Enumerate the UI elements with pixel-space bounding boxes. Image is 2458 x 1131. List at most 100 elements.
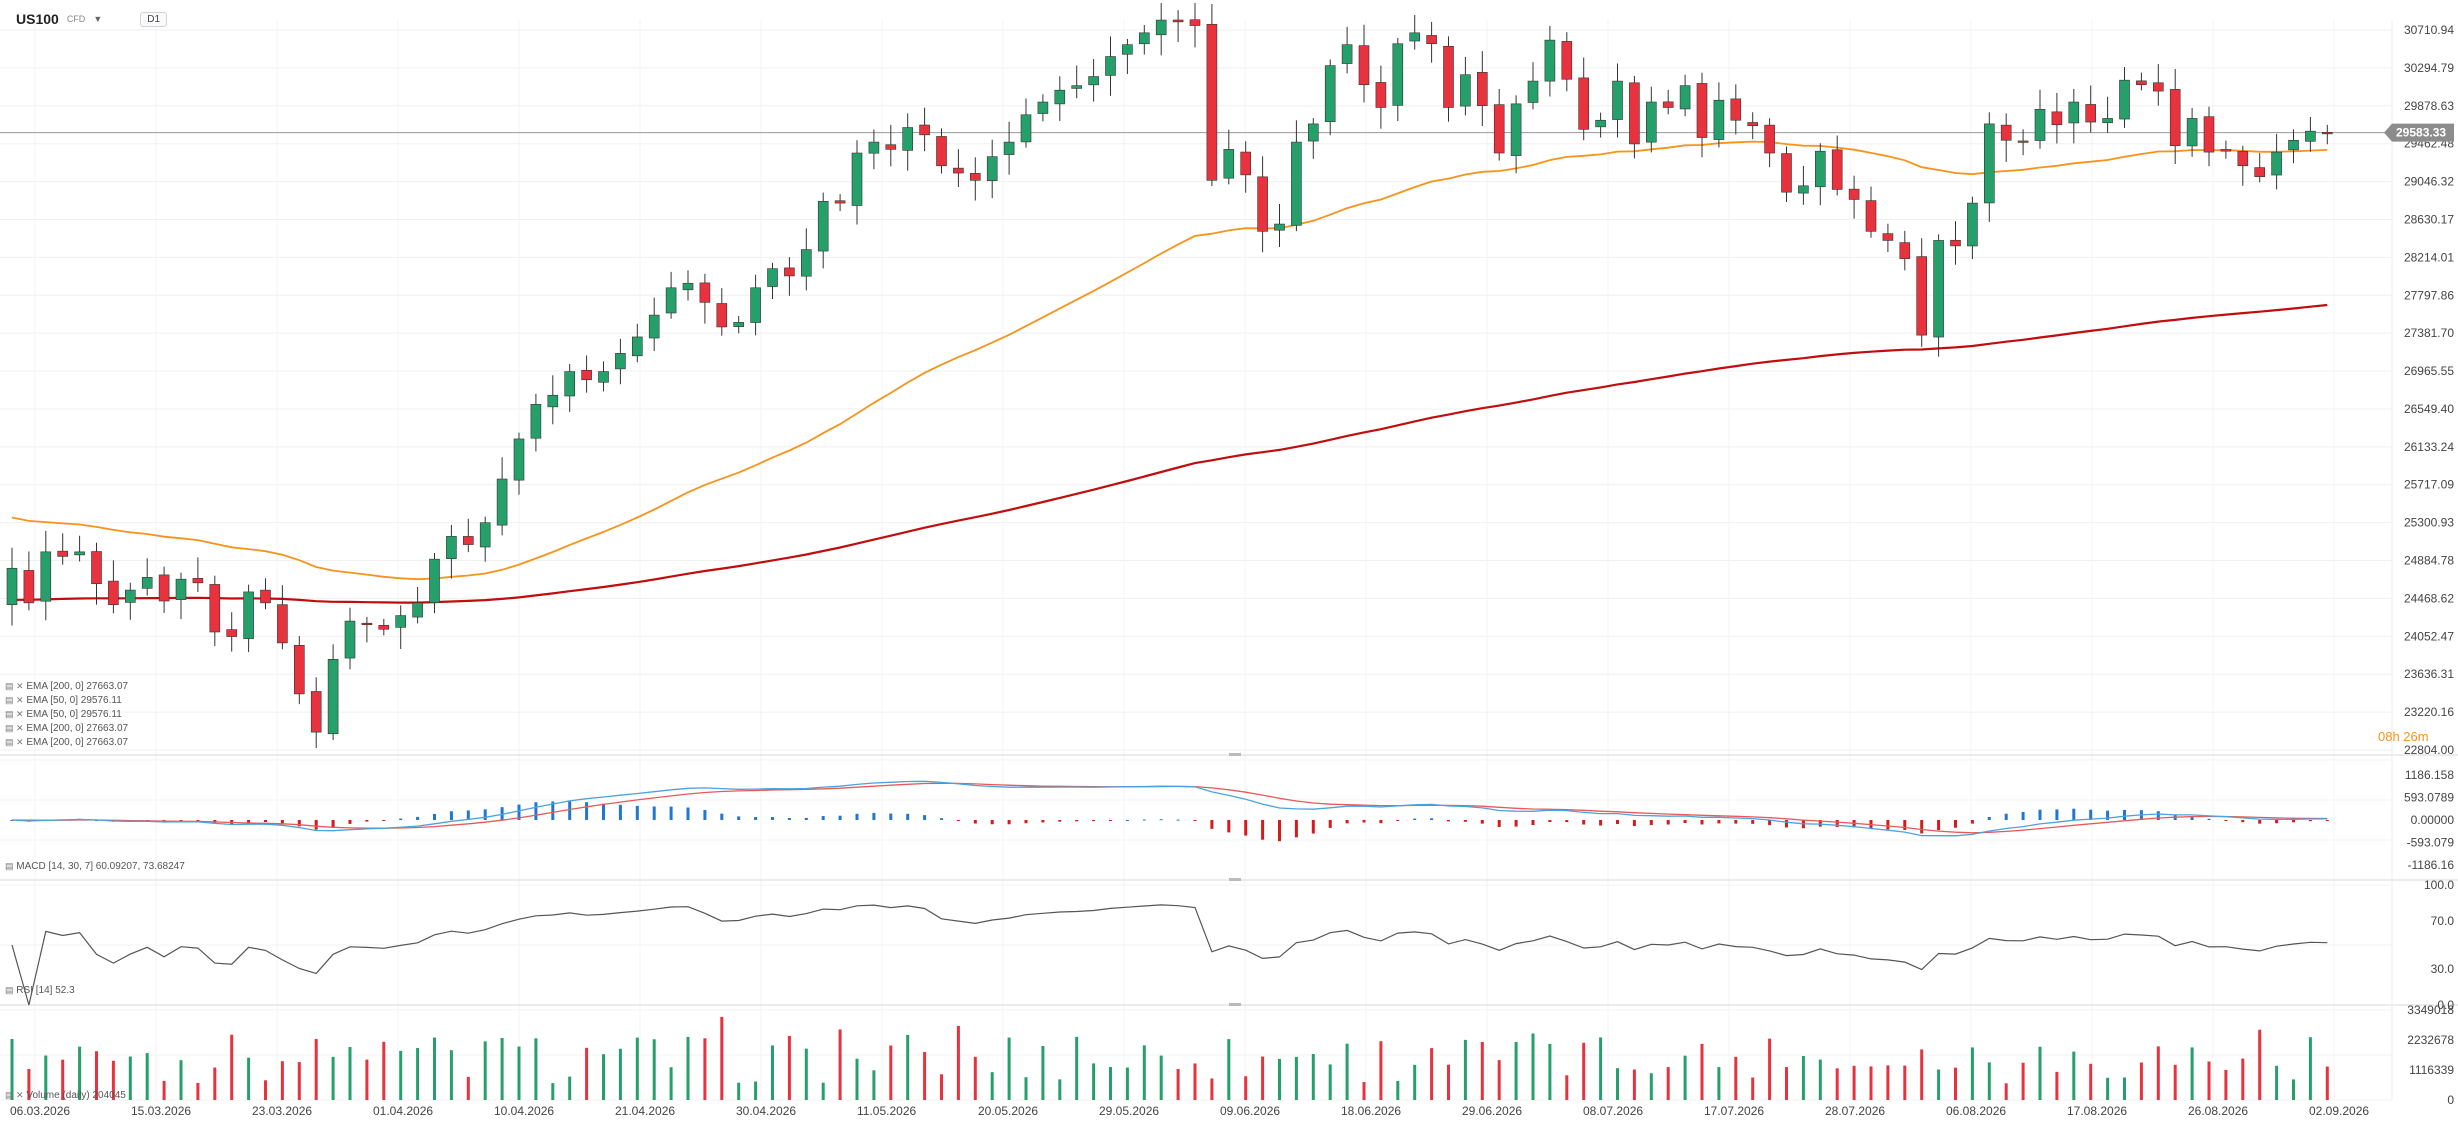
bear-candle [953,167,964,174]
volume-bar [1717,1067,1721,1100]
bull-candle [429,558,440,603]
macd-tick-label: 593.0789 [2404,791,2454,805]
volume-bar [1278,1058,1281,1100]
volume-tick-label: 1116339 [2409,1063,2454,1077]
bull-candle [1798,185,1809,194]
time-tick-label: 02.09.2026 [2309,1104,2369,1118]
legend-ema-3[interactable]: ▤ ✕ EMA [50, 0] 29576.11 [5,709,122,720]
macd-histogram-bar [838,815,842,820]
macd-histogram-bar [297,820,301,827]
indicator-settings-icon[interactable]: ▤ ✕ [5,723,24,733]
bear-candle [2203,116,2215,153]
bull-candle [1223,149,1235,179]
volume-bar [145,1053,149,1100]
volume-bar [2089,1063,2093,1100]
bear-candle [2000,124,2012,141]
bear-candle [192,578,204,584]
time-tick-label: 21.04.2026 [615,1104,675,1118]
volume-bar [1413,1064,1417,1100]
macd-histogram-bar [466,810,470,820]
bear-candle [293,644,305,695]
bear-candle [1358,45,1370,86]
bull-candle [1544,39,1556,82]
indicator-settings-icon[interactable]: ▤ ✕ [5,737,24,747]
indicator-settings-icon[interactable]: ▤ ✕ [5,695,24,705]
time-tick-label: 10.04.2026 [494,1104,554,1118]
macd-histogram-bar [1294,820,1298,838]
indicator-settings-icon[interactable]: ▤ [5,861,14,871]
bear-candle [784,267,795,277]
chevron-down-icon[interactable]: ▼ [93,14,103,24]
legend-ema-5[interactable]: ▤ ✕ EMA [200, 0] 27663.07 [5,737,128,748]
legend-ema-4[interactable]: ▤ ✕ EMA [200, 0] 27663.07 [5,723,128,734]
volume-bar [1024,1077,1028,1100]
bull-candle [2288,139,2299,151]
bull-candle [344,620,356,659]
macd-histogram-bar [1582,820,1586,825]
macd-histogram-bar [1768,820,1772,826]
volume-pane[interactable] [10,1016,2329,1100]
macd-histogram-bar [483,809,487,820]
macd-histogram-bar [1007,820,1011,825]
volume-bar [1058,1079,1062,1100]
legend-macd-text: MACD [14, 30, 7] 60.09207, 73.68247 [16,861,185,872]
volume-bar [1379,1041,1383,1100]
bull-candle [1071,85,1082,89]
legend-ema-2[interactable]: ▤ ✕ EMA [50, 0] 29576.11 [5,695,122,706]
legend-ema-1[interactable]: ▤ ✕ EMA [200, 0] 27663.07 [5,681,128,692]
indicator-settings-icon[interactable]: ▤ ✕ [5,681,24,691]
legend-rsi[interactable]: ▤ RSI [14] 52.3 [5,985,75,996]
macd-histogram-bar [1717,820,1721,824]
volume-bar [1125,1067,1129,1100]
macd-histogram-bar [1379,820,1383,824]
macd-histogram-bar [551,801,555,820]
volume-bar [2241,1058,2245,1100]
legend-ema-4-text: EMA [200, 0] 27663.07 [26,723,129,734]
volume-bar [2325,1066,2329,1100]
macd-histogram-bar [1261,820,1265,840]
time-tick-label: 23.03.2026 [252,1104,312,1118]
indicator-settings-icon[interactable]: ▤ ✕ [5,709,24,719]
volume-tick-label: 2232678 [2407,1033,2454,1047]
indicator-settings-icon[interactable]: ▤ [5,985,14,995]
macd-histogram-bar [1632,820,1636,827]
legend-macd[interactable]: ▤ MACD [14, 30, 7] 60.09207, 73.68247 [5,861,185,872]
indicator-settings-icon[interactable]: ▤ ✕ [5,1090,24,1100]
time-tick-label: 01.04.2026 [373,1104,433,1118]
macd-histogram-bar [990,820,994,825]
volume-bar [1430,1048,1434,1100]
volume-bar [872,1070,876,1100]
volume-bar [27,1069,31,1100]
bull-candle [1984,123,1995,204]
time-tick-label: 17.07.2026 [1704,1104,1764,1118]
volume-bar [1345,1043,1349,1100]
legend-volume[interactable]: ▤ ✕ Volume (daily) 204045 [5,1090,126,1101]
bull-candle [1646,101,1657,143]
bear-candle [1764,124,1775,154]
volume-bar [838,1029,842,1100]
volume-bar [433,1037,436,1100]
volume-bar [1937,1069,1941,1100]
time-tick-label: 29.06.2026 [1462,1104,1522,1118]
bull-candle [1612,80,1623,120]
time-tick-label: 29.05.2026 [1099,1104,1159,1118]
macd-histogram-bar [517,804,521,820]
bull-candle [395,615,407,628]
volume-bar [737,1082,741,1100]
volume-bar [1818,1059,1822,1100]
volume-bar [2275,1065,2279,1100]
timeframe-select[interactable]: D1 [140,11,168,27]
macd-histogram-bar [720,813,724,820]
macd-pane[interactable] [10,780,2329,842]
bull-candle [598,371,609,383]
bear-candle [2136,80,2147,86]
symbol-name[interactable]: US100 [16,11,59,27]
candlestick-series[interactable] [6,2,2333,749]
bear-candle [2322,132,2333,135]
rsi-pane[interactable] [11,904,2328,1006]
bull-candle [547,394,559,408]
bear-candle [2085,104,2096,123]
bear-candle [1730,98,1742,121]
volume-bar [365,1059,369,1100]
